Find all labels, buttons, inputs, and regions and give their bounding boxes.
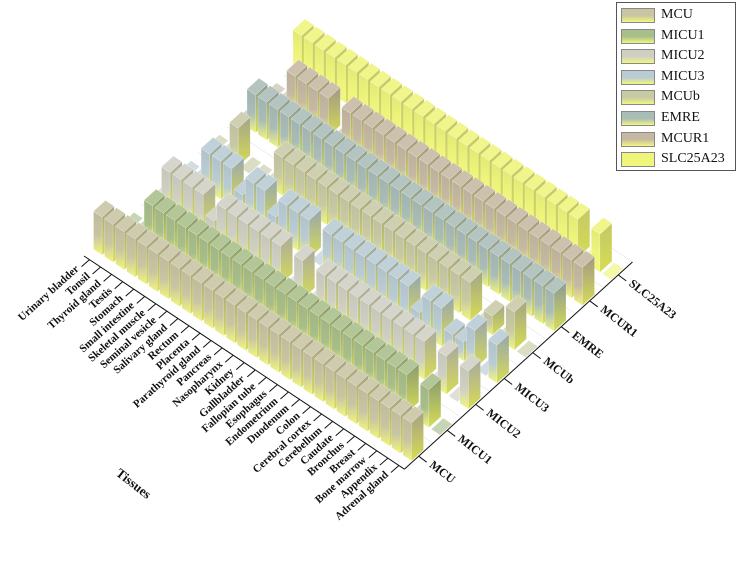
legend-item: MICU3	[621, 68, 733, 87]
legend-swatch	[621, 69, 655, 85]
bar-MCUb-testis	[240, 156, 262, 174]
legend-swatch	[621, 111, 655, 126]
chart-legend: MCU MICU1 MICU2 MICU3 MCUb EMRE MCUR1 SLC25A23	[616, 2, 736, 171]
gene-tick-label: MCUb	[541, 354, 578, 387]
gene-tick-label: MICU1	[455, 432, 495, 467]
gene-tick-label: EMRE	[569, 328, 606, 361]
gene-tick	[446, 429, 456, 437]
bar-MCUb-adrenal-gland	[516, 340, 538, 358]
legend-item: MCUR1	[621, 130, 733, 149]
gene-tick	[503, 378, 513, 385]
tissue-tick	[246, 369, 256, 378]
bar-MCUR1-adrenal-gland	[573, 250, 595, 306]
gene-tick-label: MCU	[427, 458, 458, 487]
gene-tick	[418, 455, 428, 463]
bar-MCUb-breast	[483, 299, 505, 336]
bar-MICU3-adrenal-gland	[488, 328, 510, 384]
tissue-tick	[158, 310, 168, 319]
tissue-tick	[269, 384, 278, 393]
gene-tick-label: SLC25A23	[626, 276, 679, 322]
bar-MICU2-parathyroid-gland	[271, 229, 293, 285]
tissue-tick	[114, 281, 124, 290]
legend-item: MCUb	[621, 88, 733, 107]
tissue-tick	[390, 465, 400, 473]
tissue-tick	[324, 420, 333, 429]
legend-item: MICU1	[621, 27, 733, 46]
tissue-tick	[191, 332, 201, 341]
legend-item: MCU	[621, 6, 733, 25]
legend-label: MICU3	[661, 68, 705, 84]
gene-tick-label: MICU2	[484, 406, 524, 441]
gene-tick	[560, 326, 570, 334]
tissue-tick	[125, 288, 135, 297]
bar-EMRE-adrenal-gland	[545, 276, 567, 332]
bar-SLC25A23-appendix	[590, 217, 613, 273]
legend-label: MICU2	[661, 48, 705, 64]
tissue-tick	[291, 398, 300, 407]
gene-tick-label: MCUR1	[598, 302, 641, 340]
chart-axes	[81, 255, 633, 473]
tissue-tick	[346, 435, 356, 444]
tissue-tick	[180, 325, 190, 334]
tissue-tick	[235, 362, 245, 370]
bar-MCU-adrenal-gland	[402, 405, 424, 462]
legend-item: EMRE	[621, 109, 733, 128]
legend-label: MCU	[661, 7, 693, 22]
legend-swatch	[621, 28, 655, 44]
legend-swatch	[621, 152, 655, 168]
tissue-tick	[335, 428, 345, 437]
tissue-tick	[81, 259, 90, 268]
tissue-tick	[357, 443, 367, 451]
chart-bars	[93, 18, 623, 462]
legend-item: SLC25A23	[621, 150, 733, 169]
legend-swatch	[621, 90, 655, 106]
bar-SLC25A23-breast	[568, 202, 591, 258]
tissue-tick	[169, 318, 179, 326]
gene-tick	[532, 352, 542, 360]
tissue-tick	[313, 413, 322, 422]
legend-swatch	[621, 8, 655, 23]
tissue-tick	[147, 303, 157, 312]
legend-swatch	[621, 49, 655, 65]
legend-label: SLC25A23	[661, 151, 725, 167]
tissue-tick	[368, 450, 378, 459]
bar-MICU1-adrenal-gland	[431, 418, 452, 435]
tissue-tick	[213, 347, 223, 356]
legend-label: MCUb	[661, 89, 700, 105]
gene-tick	[617, 274, 627, 282]
legend-label: MCUR1	[661, 130, 710, 146]
gene-axis-line	[404, 261, 633, 470]
gene-tick	[475, 403, 485, 411]
legend-label: EMRE	[661, 110, 700, 125]
gene-tick-label: MICU3	[512, 380, 552, 415]
tissue-tick	[224, 354, 234, 363]
bar-MICU2-adrenal-gland	[459, 354, 481, 410]
legend-item: MICU2	[621, 47, 733, 66]
x-axis-title: Tissues	[113, 465, 154, 502]
gene-tick	[589, 300, 599, 308]
legend-label: MICU1	[661, 27, 705, 43]
bar-MCUb-caudate	[461, 265, 483, 321]
tissue-tick	[280, 391, 289, 400]
tissue-tick	[257, 376, 267, 385]
tissue-tick	[379, 457, 389, 466]
tissue-tick	[202, 340, 212, 348]
tissue-tick	[136, 296, 146, 304]
tissue-tick	[103, 273, 112, 282]
bar-SLC25A23-adrenal-gland	[602, 262, 623, 280]
tissue-tick	[302, 406, 311, 415]
legend-swatch	[621, 131, 655, 147]
tissue-tick	[92, 266, 101, 275]
